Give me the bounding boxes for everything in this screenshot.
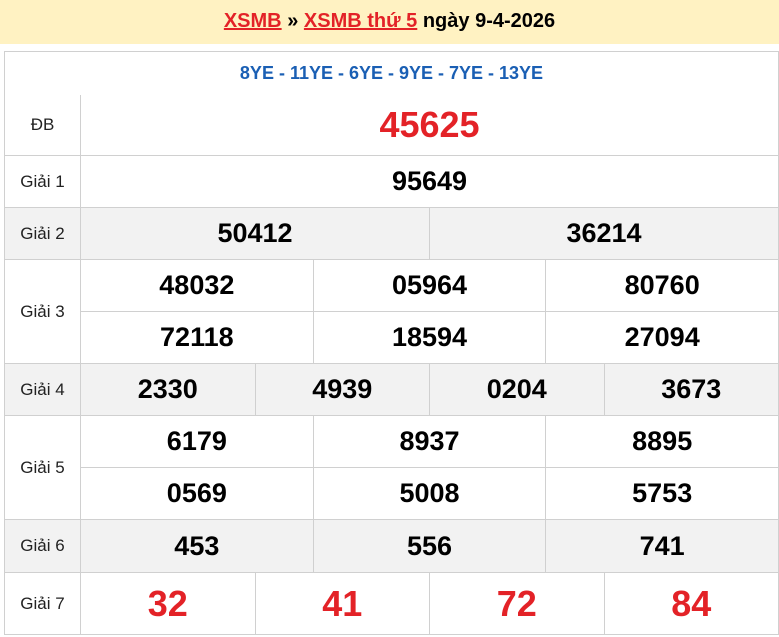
prize-number: 80760 (545, 260, 778, 311)
prize-number: 72 (429, 573, 604, 634)
prize-label: Giải 5 (5, 416, 81, 519)
prize-number: 72118 (160, 322, 234, 352)
prize-number: 0204 (429, 364, 604, 415)
prize-row: Giải 7 32 41 72 84 (5, 572, 778, 634)
prize-number: 84 (603, 573, 779, 634)
prize-number: 05964 (312, 260, 546, 311)
prize-label: ĐB (5, 95, 81, 155)
prize-row: Giải 2 50412 36214 (5, 207, 778, 259)
prize-number: 36214 (429, 208, 778, 259)
prize-number: 5753 (545, 468, 778, 519)
prize-number: 556 (312, 520, 546, 572)
prize-label: Giải 1 (5, 156, 81, 207)
xsmb-link[interactable]: XSMB (223, 10, 282, 32)
prize-label: Giải 6 (5, 520, 81, 572)
prize-number: 48032 (159, 270, 235, 300)
prize-number: 0569 (166, 478, 227, 508)
prize-row: Giải 1 95649 (5, 155, 778, 207)
prize-row: Giải 6 453 556 741 (5, 519, 778, 572)
prize-row: Giải 4 2330 4939 0204 3673 (5, 363, 778, 415)
prize-number: 8895 (545, 416, 778, 467)
prize-number: 741 (545, 520, 778, 572)
prize-number: 18594 (312, 312, 546, 363)
prize-number: 6179 (166, 426, 227, 456)
prize-number: 2330 (137, 374, 198, 404)
prize-number: 4939 (254, 364, 430, 415)
prize-label: Giải 3 (5, 260, 81, 363)
prize-number: 453 (174, 530, 220, 561)
breadcrumb-separator: » (281, 10, 304, 32)
results-table: 8YE - 11YE - 6YE - 9YE - 7YE - 13YE ĐB 45… (4, 51, 779, 635)
special-codes: 8YE - 11YE - 6YE - 9YE - 7YE - 13YE (239, 63, 544, 83)
prize-number: 41 (254, 573, 430, 634)
codes-row: 8YE - 11YE - 6YE - 9YE - 7YE - 13YE (5, 52, 778, 95)
prize-row: Giải 3 48032 05964 80760 72118 18594 27094 (5, 259, 778, 363)
prize-number: 45625 (379, 104, 480, 145)
prize-number: 50412 (217, 218, 293, 248)
prize-number: 5008 (312, 468, 546, 519)
prize-number: 32 (147, 582, 188, 624)
prize-label: Giải 4 (5, 364, 81, 415)
prize-row: Giải 5 6179 8937 8895 0569 5008 5753 (5, 415, 778, 519)
prize-label: Giải 7 (5, 573, 81, 634)
draw-date: ngày 9-4-2026 (417, 10, 556, 32)
prize-number: 27094 (545, 312, 778, 363)
prize-number: 95649 (391, 166, 468, 196)
xsmb-thu5-link[interactable]: XSMB thứ 5 (303, 10, 418, 32)
prize-number: 8937 (312, 416, 546, 467)
prize-label: Giải 2 (5, 208, 81, 259)
prize-row: ĐB 45625 (5, 95, 778, 155)
page-header: XSMB » XSMB thứ 5 ngày 9-4-2026 (0, 0, 779, 44)
prize-number: 3673 (603, 364, 779, 415)
